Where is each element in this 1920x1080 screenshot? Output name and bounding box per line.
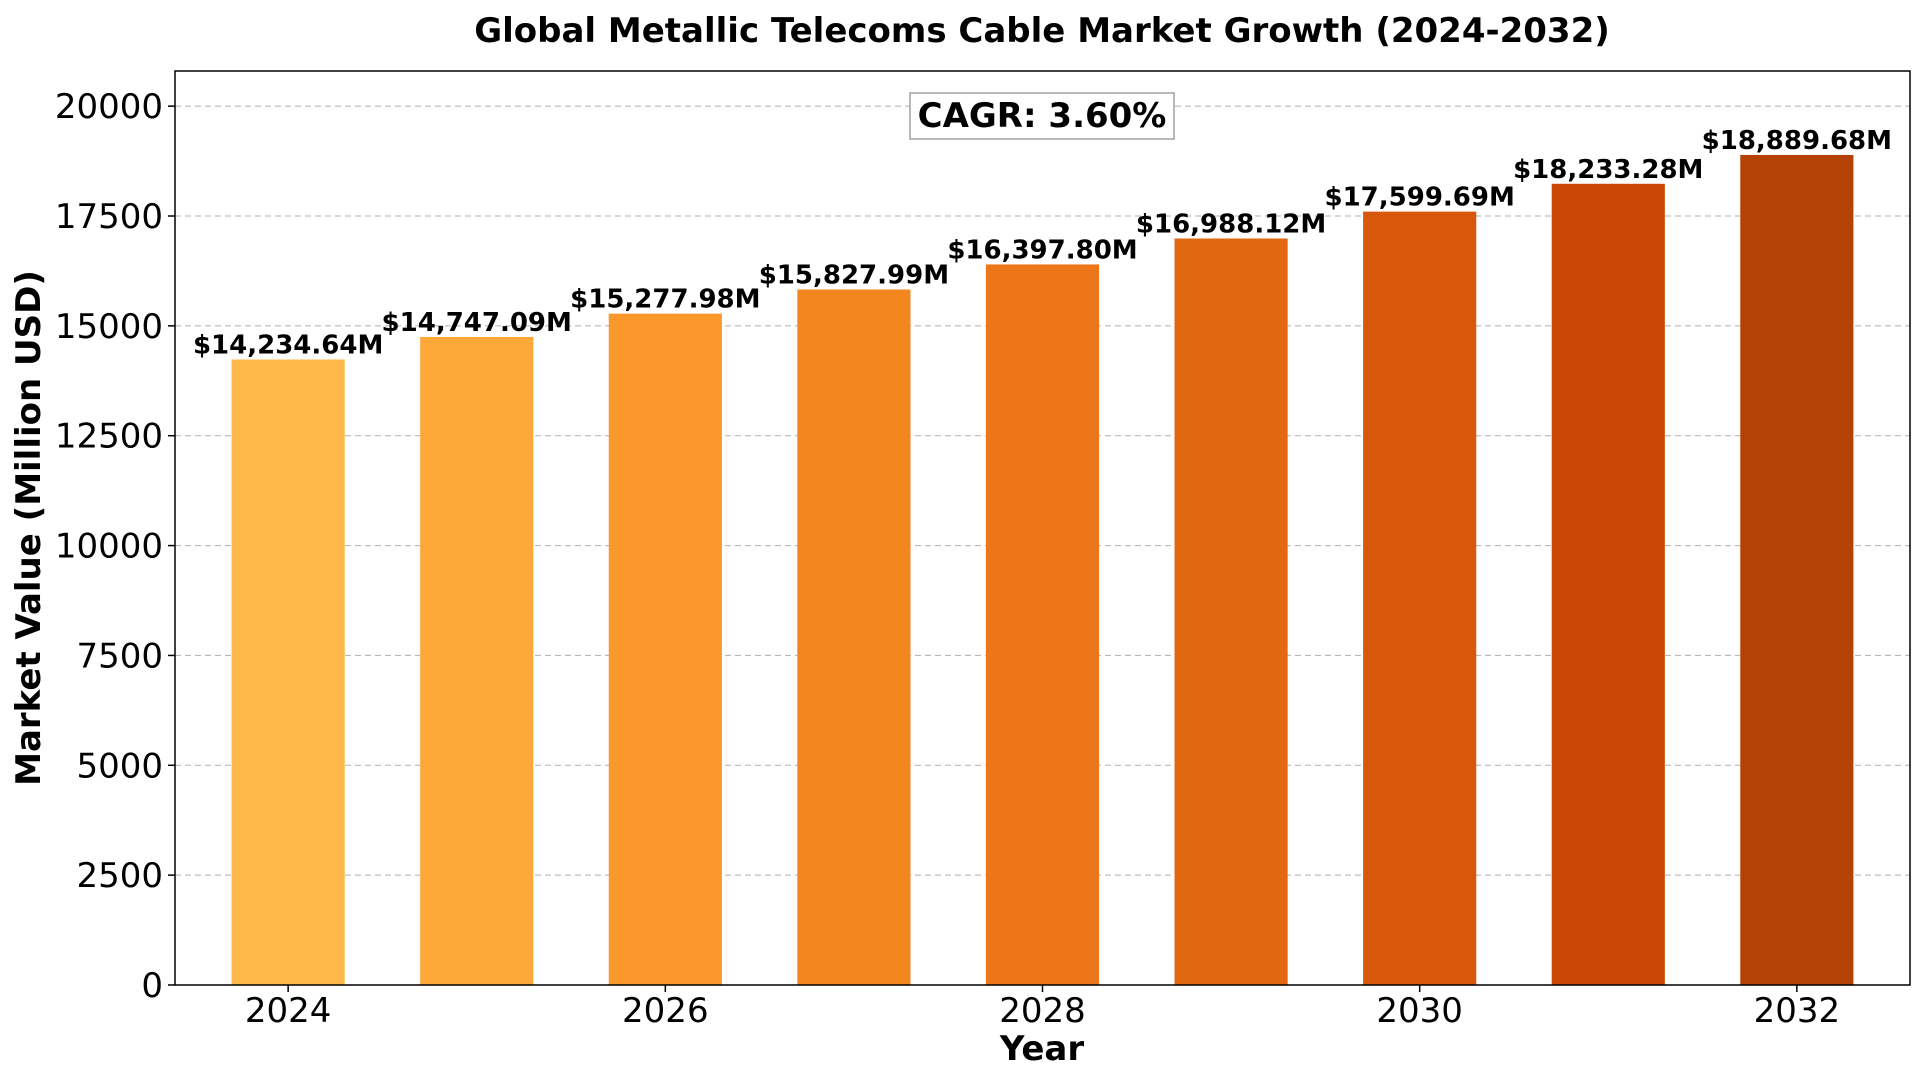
bar-2032 bbox=[1740, 154, 1854, 986]
bar-value-label-2025: $14,747.09M bbox=[382, 308, 572, 338]
chart-title: Global Metallic Telecoms Cable Market Gr… bbox=[474, 11, 1610, 51]
bar-2030 bbox=[1363, 211, 1477, 985]
y-tick-label: 0 bbox=[141, 966, 163, 1006]
x-axis-ticks: 2024 2026 2028 2030 2032 bbox=[245, 985, 1840, 1031]
y-tick-label: 10000 bbox=[55, 527, 163, 567]
cagr-box bbox=[909, 92, 1175, 140]
bar-value-label-2024: $14,234.64M bbox=[193, 330, 383, 360]
bar-value-labels: $14,234.64M$14,747.09M$15,277.98M$15,827… bbox=[193, 126, 1892, 361]
y-tick-label: 20000 bbox=[55, 87, 163, 127]
y-axis-label: Market Value (Million USD) bbox=[9, 270, 49, 786]
x-tick-label: 2028 bbox=[999, 991, 1086, 1031]
cagr-annotation: CAGR: 3.60% bbox=[909, 92, 1175, 140]
x-tick-label: 2030 bbox=[1376, 991, 1463, 1031]
bar-value-label-2027: $15,827.99M bbox=[759, 260, 949, 290]
bar-2028 bbox=[985, 264, 1100, 985]
bar-value-label-2032: $18,889.68M bbox=[1702, 126, 1892, 156]
bar-2025 bbox=[420, 336, 534, 985]
y-tick-label: 17500 bbox=[55, 197, 163, 237]
cagr-label: CAGR: 3.60% bbox=[918, 96, 1167, 136]
bar-value-label-2030: $17,599.69M bbox=[1324, 183, 1514, 213]
bar-value-label-2026: $15,277.98M bbox=[570, 285, 760, 315]
bar-2031 bbox=[1551, 183, 1665, 985]
bar-value-label-2031: $18,233.28M bbox=[1513, 155, 1703, 185]
bar-2029 bbox=[1174, 238, 1288, 985]
x-tick-label: 2032 bbox=[1754, 991, 1841, 1031]
bar-2027 bbox=[797, 289, 911, 986]
x-axis-label: Year bbox=[999, 1029, 1085, 1069]
bars bbox=[231, 154, 1854, 986]
x-tick-label: 2024 bbox=[245, 991, 332, 1031]
y-tick-label: 12500 bbox=[55, 417, 163, 457]
y-tick-label: 2500 bbox=[76, 856, 163, 896]
bar-2024 bbox=[231, 359, 345, 985]
bar-value-label-2029: $16,988.12M bbox=[1136, 210, 1326, 240]
y-axis-ticks: 0 2500 5000 7500 10000 12500 15000 17500 20000 bbox=[55, 87, 175, 1006]
bar-value-label-2028: $16,397.80M bbox=[947, 235, 1137, 265]
bar-2026 bbox=[608, 313, 722, 986]
y-tick-label: 5000 bbox=[76, 746, 163, 786]
y-tick-label: 15000 bbox=[55, 307, 163, 347]
x-tick-label: 2026 bbox=[622, 991, 709, 1031]
y-tick-label: 7500 bbox=[76, 636, 163, 676]
